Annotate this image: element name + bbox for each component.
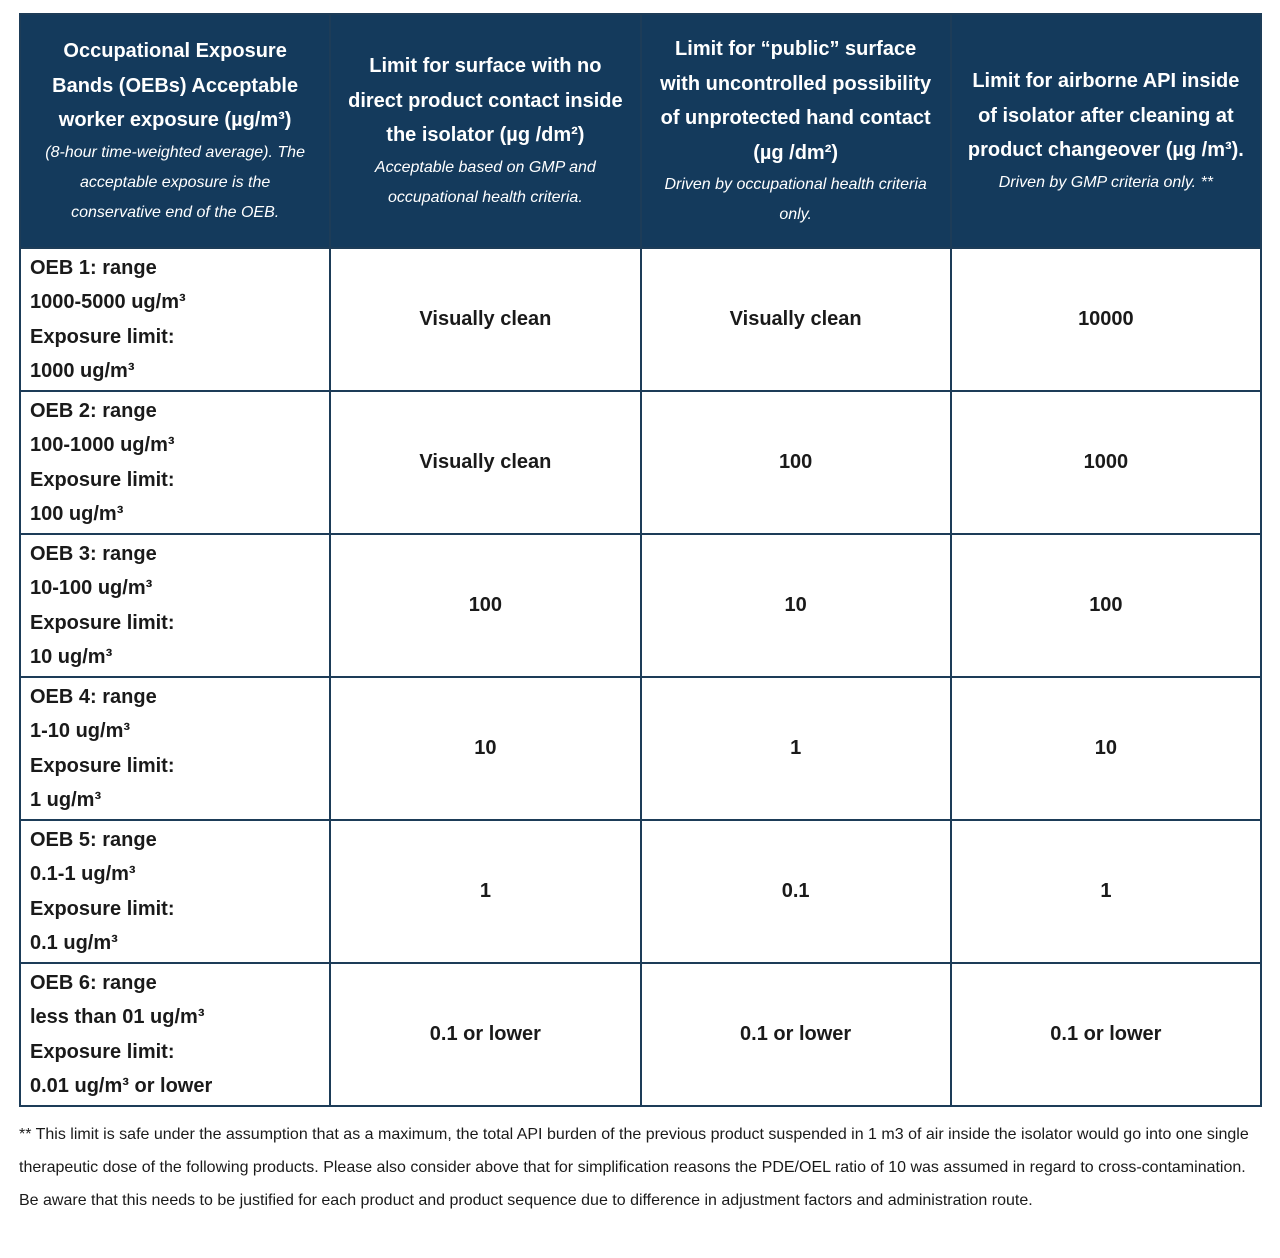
band-line: 10-100 ug/m³ bbox=[30, 577, 153, 599]
band-line: OEB 5: range bbox=[30, 828, 157, 851]
footnote: ** This limit is safe under the assumpti… bbox=[19, 1126, 1249, 1209]
band-line: 0.1 ug/m³ bbox=[30, 932, 118, 954]
header-note: Acceptable based on GMP and occupational… bbox=[374, 158, 596, 206]
header-note: (8-hour time-weighted average). The acce… bbox=[45, 143, 305, 221]
band-line: 0.1-1 ug/m³ bbox=[30, 863, 136, 885]
value-cell: 10 bbox=[639, 533, 952, 678]
band-line: OEB 6: range bbox=[30, 971, 157, 994]
value-cell: 100 bbox=[329, 533, 642, 678]
value-cell: 0.1 or lower bbox=[329, 962, 642, 1107]
band-cell: OEB 2: range 100-1000 ug/m³ Exposure limit… bbox=[18, 390, 332, 535]
band-line: OEB 4: range bbox=[30, 685, 157, 708]
table-row: OEB 6: range less than 01 ug/m³ Exposure l… bbox=[18, 962, 1263, 1107]
band-line: OEB 1: range bbox=[30, 256, 157, 279]
band-line: 100-1000 ug/m³ bbox=[30, 434, 175, 456]
header-note: Driven by GMP criteria only. ** bbox=[998, 173, 1214, 191]
band-line: Exposure limit: bbox=[30, 325, 175, 348]
header-cell: Limit for surface with no direct product… bbox=[329, 13, 642, 249]
band-cell: OEB 1: range 1000-5000 ug/m³ Exposure limi… bbox=[18, 247, 332, 392]
band-line: 1000-5000 ug/m³ bbox=[30, 291, 186, 313]
table-row: OEB 4: range 1-10 ug/m³ Exposure limit: 1 u… bbox=[18, 676, 1263, 821]
value-cell: 10000 bbox=[949, 247, 1263, 392]
band-line: Exposure limit: bbox=[30, 754, 175, 777]
band-cell: OEB 3: range 10-100 ug/m³ Exposure limit: 1… bbox=[18, 533, 332, 678]
header-title: Limit for surface with no direct product… bbox=[348, 55, 623, 147]
band-line: Exposure limit: bbox=[30, 611, 175, 634]
band-line: 1000 ug/m³ bbox=[30, 360, 135, 382]
band-line: Exposure limit: bbox=[30, 1040, 175, 1063]
header-cell: Limit for “public” surface with uncontro… bbox=[639, 13, 952, 249]
value-cell: 10 bbox=[949, 676, 1263, 821]
value-cell: 100 bbox=[949, 533, 1263, 678]
value-cell: Visually clean bbox=[639, 247, 952, 392]
value-cell: 10 bbox=[329, 676, 642, 821]
table-row: OEB 1: range 1000-5000 ug/m³ Exposure limi… bbox=[18, 247, 1263, 392]
table-head: Occupational Exposure Bands (OEBs) Accep… bbox=[18, 13, 1263, 249]
header-row: Occupational Exposure Bands (OEBs) Accep… bbox=[18, 13, 1263, 249]
value-cell: 0.1 or lower bbox=[639, 962, 952, 1107]
table-row: OEB 2: range 100-1000 ug/m³ Exposure limit… bbox=[18, 390, 1263, 535]
value-cell: 0.1 or lower bbox=[949, 962, 1263, 1107]
header-note: Driven by occupational health criteria o… bbox=[664, 176, 927, 223]
value-cell: 1 bbox=[949, 819, 1263, 964]
band-line: Exposure limit: bbox=[30, 897, 175, 920]
header-title: Limit for “public” surface with uncontro… bbox=[660, 38, 932, 164]
band-cell: OEB 5: range 0.1-1 ug/m³ Exposure limit: 0.… bbox=[18, 819, 332, 964]
value-cell: 0.1 bbox=[639, 819, 952, 964]
band-line: OEB 2: range bbox=[30, 399, 157, 422]
table-row: OEB 3: range 10-100 ug/m³ Exposure limit: 1… bbox=[18, 533, 1263, 678]
value-cell: 1000 bbox=[949, 390, 1263, 535]
band-line: 100 ug/m³ bbox=[30, 503, 124, 525]
exposure-table: Occupational Exposure Bands (OEBs) Accep… bbox=[18, 13, 1263, 1107]
value-cell: Visually clean bbox=[329, 247, 642, 392]
value-cell: 1 bbox=[329, 819, 642, 964]
header-cell: Occupational Exposure Bands (OEBs) Accep… bbox=[18, 13, 332, 249]
band-cell: OEB 6: range less than 01 ug/m³ Exposure l… bbox=[18, 962, 332, 1107]
header-cell: Limit for airborne API inside of isolato… bbox=[949, 13, 1263, 249]
band-line: 10 ug/m³ bbox=[30, 646, 113, 668]
band-line: 1 ug/m³ bbox=[30, 789, 102, 811]
header-title: Limit for airborne API inside of isolato… bbox=[967, 70, 1244, 162]
band-line: 1-10 ug/m³ bbox=[30, 720, 131, 742]
header-title: Occupational Exposure Bands (OEBs) Accep… bbox=[52, 40, 299, 132]
table-row: OEB 5: range 0.1-1 ug/m³ Exposure limit: 0.… bbox=[18, 819, 1263, 964]
band-line: OEB 3: range bbox=[30, 542, 157, 565]
band-line: Exposure limit: bbox=[30, 468, 175, 491]
band-line: less than 01 ug/m³ bbox=[30, 1006, 205, 1028]
band-cell: OEB 4: range 1-10 ug/m³ Exposure limit: 1 u… bbox=[18, 676, 332, 821]
table-body: OEB 1: range 1000-5000 ug/m³ Exposure limi… bbox=[18, 247, 1263, 1107]
band-line: 0.01 ug/m³ or lower bbox=[30, 1075, 213, 1097]
value-cell: Visually clean bbox=[329, 390, 642, 535]
value-cell: 1 bbox=[639, 676, 952, 821]
value-cell: 100 bbox=[639, 390, 952, 535]
